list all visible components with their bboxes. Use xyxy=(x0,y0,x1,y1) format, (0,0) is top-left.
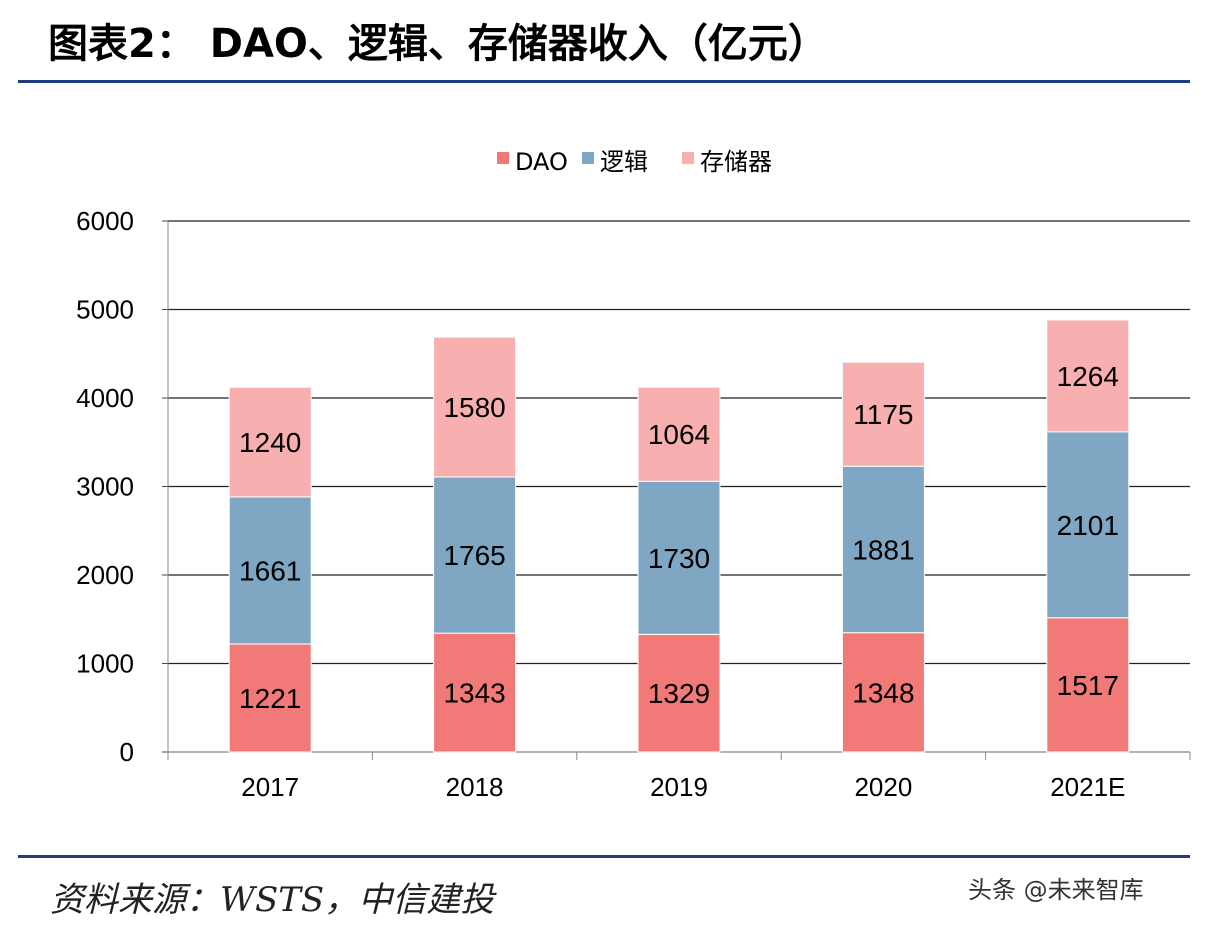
x-tick-label: 2018 xyxy=(446,772,504,802)
legend: DAO 逻辑 存储器 xyxy=(497,148,772,176)
source-note: 资料来源：WSTS，中信建投 xyxy=(50,880,495,920)
data-label: 1661 xyxy=(239,555,301,586)
y-tick-label: 0 xyxy=(120,737,134,767)
legend-label: 逻辑 xyxy=(600,148,648,176)
bar-segment xyxy=(433,336,517,478)
data-label: 1264 xyxy=(1057,361,1119,392)
bar-segment xyxy=(433,476,517,634)
bar-segment xyxy=(841,632,925,753)
data-label: 1517 xyxy=(1057,670,1119,701)
x-tick-label: 2020 xyxy=(854,772,912,802)
bar-segment xyxy=(1046,319,1130,433)
data-label: 1240 xyxy=(239,427,301,458)
data-label: 1580 xyxy=(443,392,505,423)
y-tick-label: 1000 xyxy=(76,649,134,679)
data-label: 1730 xyxy=(648,543,710,574)
bar-segment xyxy=(841,361,925,467)
x-tick-label: 2021E xyxy=(1050,772,1125,802)
y-tick-label: 5000 xyxy=(76,295,134,325)
y-tick-label: 4000 xyxy=(76,383,134,413)
bar-segment xyxy=(228,643,312,753)
bar-segment xyxy=(637,633,721,753)
bar-segment xyxy=(637,386,721,482)
legend-swatch xyxy=(497,152,509,164)
page-title: 图表2： DAO、逻辑、存储器收入（亿元） xyxy=(48,21,828,67)
bar-segment xyxy=(433,632,517,753)
data-label: 1221 xyxy=(239,683,301,714)
y-tick-label: 3000 xyxy=(76,472,134,502)
legend-label: 存储器 xyxy=(700,148,772,176)
bars xyxy=(228,319,1130,753)
x-tick-label: 2019 xyxy=(650,772,708,802)
bar-segment xyxy=(228,496,312,645)
x-tick-label: 2017 xyxy=(241,772,299,802)
data-label: 2101 xyxy=(1057,510,1119,541)
data-label: 1348 xyxy=(852,677,914,708)
stacked-bar-chart: 0 1000 2000 3000 4000 5000 6000 2017 2018 2019 202… xyxy=(76,148,1191,802)
data-label: 1765 xyxy=(443,540,505,571)
bar-segment xyxy=(228,386,312,498)
legend-swatch xyxy=(682,152,694,164)
axes: 0 1000 2000 3000 4000 5000 6000 2017 2018 2019 202… xyxy=(76,206,1191,802)
data-label: 1064 xyxy=(648,419,710,450)
legend-label: DAO xyxy=(515,148,568,176)
legend-swatch xyxy=(582,152,594,164)
y-tick-label: 6000 xyxy=(76,206,134,236)
data-label: 1881 xyxy=(852,534,914,565)
bottom-divider xyxy=(18,855,1190,858)
data-label: 1343 xyxy=(443,678,505,709)
top-divider xyxy=(18,80,1190,83)
bar-segment xyxy=(841,465,925,634)
y-tick-label: 2000 xyxy=(76,560,134,590)
data-labels: 1221 1661 1240 1343 1765 1580 1329 1730 1064 1348… xyxy=(239,361,1119,714)
data-label: 1175 xyxy=(853,399,913,430)
watermark: 头条 @未来智库 xyxy=(968,876,1144,904)
bar-segment xyxy=(1046,617,1130,753)
data-label: 1329 xyxy=(648,678,710,709)
bar-segment xyxy=(637,480,721,635)
